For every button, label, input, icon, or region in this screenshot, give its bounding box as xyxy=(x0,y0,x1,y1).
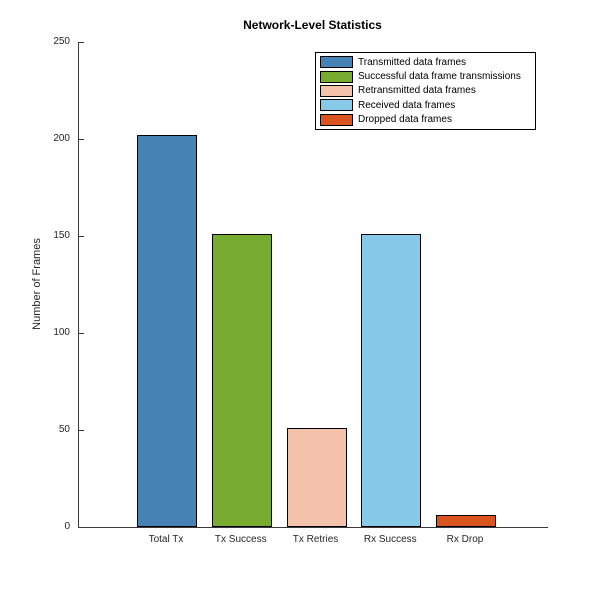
y-tick-mark xyxy=(79,430,84,431)
legend-swatch xyxy=(320,70,353,83)
legend: Transmitted data frames Successful data … xyxy=(315,52,536,130)
legend-swatch xyxy=(320,56,353,69)
y-tick-mark xyxy=(79,236,84,237)
y-tick-label: 0 xyxy=(64,521,70,532)
y-tick-label: 150 xyxy=(53,230,70,241)
y-tick-mark xyxy=(79,333,84,334)
legend-item: Transmitted data frames xyxy=(320,56,535,69)
x-tick-label: Rx Success xyxy=(363,534,417,545)
chart-title: Network-Level Statistics xyxy=(243,18,382,32)
plot-area xyxy=(78,42,548,528)
legend-label: Retransmitted data frames xyxy=(358,85,476,97)
bar-tx-success xyxy=(211,234,272,527)
y-axis-label: Number of Frames xyxy=(31,238,43,330)
y-tick-mark xyxy=(79,139,84,140)
bar-total-tx xyxy=(137,135,197,527)
legend-label: Transmitted data frames xyxy=(358,56,467,68)
legend-swatch xyxy=(320,84,353,97)
y-tick-label: 100 xyxy=(53,327,70,338)
bar-rx-success xyxy=(361,234,422,527)
legend-item: Successful data frame transmissions xyxy=(320,70,535,83)
legend-swatch xyxy=(320,113,353,126)
legend-label: Successful data frame transmissions xyxy=(358,71,521,83)
legend-label: Dropped data frames xyxy=(358,114,452,126)
y-tick-mark xyxy=(79,42,84,43)
bar-rx-drop xyxy=(436,515,496,527)
x-tick-label: Total Tx xyxy=(148,534,184,545)
y-tick-label: 200 xyxy=(53,133,70,144)
legend-label: Received data frames xyxy=(358,99,456,111)
x-tick-label: Tx Success xyxy=(214,534,267,545)
legend-swatch xyxy=(320,99,353,112)
legend-item: Retransmitted data frames xyxy=(320,84,535,97)
y-tick-mark xyxy=(79,527,84,528)
x-tick-label: Rx Drop xyxy=(446,534,484,545)
y-tick-label: 250 xyxy=(53,36,70,47)
legend-item: Received data frames xyxy=(320,99,535,112)
legend-item: Dropped data frames xyxy=(320,113,535,126)
x-tick-label: Tx Retries xyxy=(292,534,339,545)
bar-tx-retries xyxy=(286,428,347,527)
y-tick-label: 50 xyxy=(58,424,70,435)
